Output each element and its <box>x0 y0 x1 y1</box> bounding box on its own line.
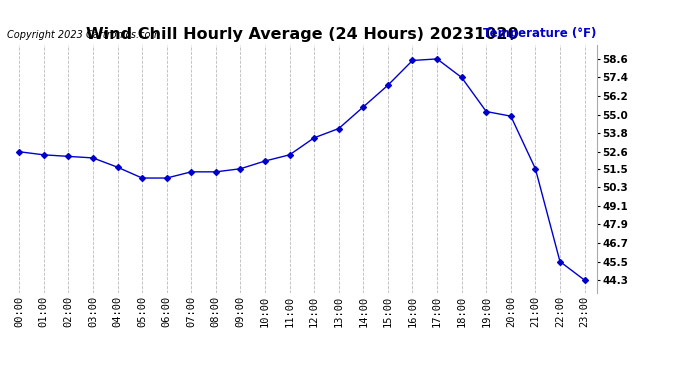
Title: Wind Chill Hourly Average (24 Hours) 20231020: Wind Chill Hourly Average (24 Hours) 202… <box>86 27 518 42</box>
Text: Temperature (°F): Temperature (°F) <box>484 27 597 40</box>
Text: Copyright 2023 Cartronics.com: Copyright 2023 Cartronics.com <box>7 30 160 40</box>
